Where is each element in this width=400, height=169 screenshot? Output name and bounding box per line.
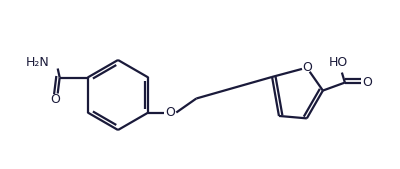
Text: O: O (50, 93, 60, 106)
Text: O: O (362, 76, 372, 89)
Text: H₂N: H₂N (26, 56, 50, 69)
Text: O: O (302, 61, 312, 74)
Text: HO: HO (328, 56, 348, 69)
Text: O: O (165, 106, 175, 119)
